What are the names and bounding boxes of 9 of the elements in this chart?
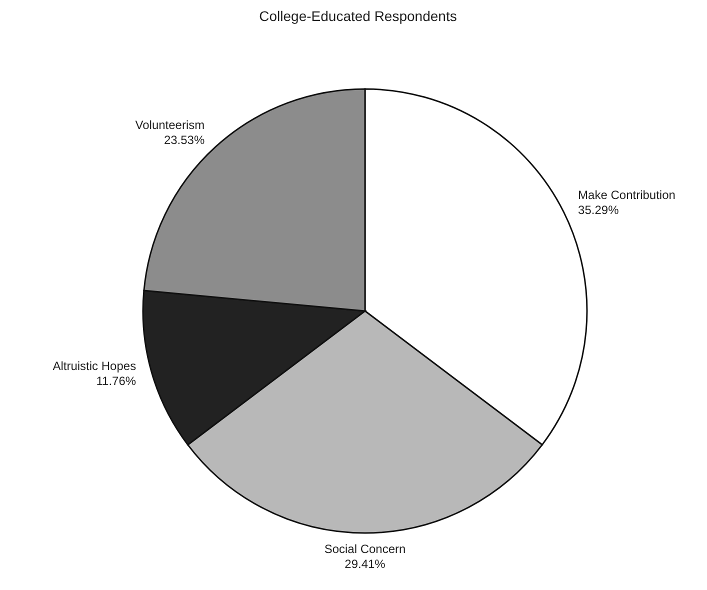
slice-label: Social Concern [324, 542, 406, 556]
data-label: 29.41% [344, 557, 386, 571]
slice-label: Make Contribution [578, 188, 676, 202]
slice-label: Altruistic Hopes [52, 359, 136, 374]
data-label: 11.76% [96, 374, 136, 388]
slice-label: Volunteerism [135, 118, 205, 132]
chart-title: College-Educated Respondents [258, 8, 458, 24]
data-label: 35.29% [578, 202, 620, 217]
data-label: 23.53% [164, 133, 205, 148]
